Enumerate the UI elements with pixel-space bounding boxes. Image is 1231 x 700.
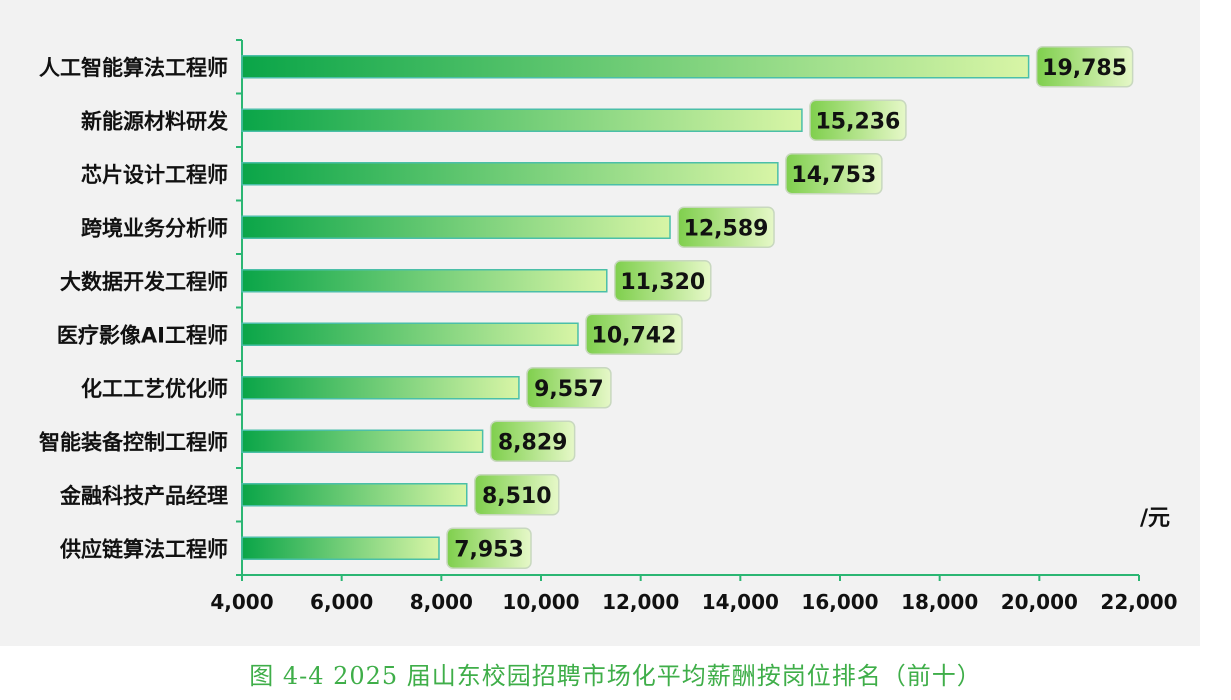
x-tick-label: 16,000 [801,590,878,614]
bar [241,376,520,400]
x-tick-label: 12,000 [602,590,679,614]
bar [241,108,803,132]
x-tick-label: 14,000 [702,590,779,614]
bar [241,429,484,453]
category-label: 大数据开发工程师 [60,270,228,294]
category-label: 医疗影像AI工程师 [57,323,228,347]
value-label: 9,557 [534,377,604,402]
value-label-box [1035,46,1134,88]
value-label-box [446,527,532,569]
x-tick-label: 18,000 [901,590,978,614]
value-label-box [785,153,883,195]
category-label: 供应链算法工程师 [59,537,228,561]
value-label: 11,320 [620,270,705,295]
category-label: 跨境业务分析师 [81,216,228,240]
value-label: 8,510 [482,484,552,509]
salary-bar-chart: 4,000 6,000 8,000 10,000 12,000 14,000 16,000 1… [39,39,1178,614]
x-tick-label: 4,000 [210,590,273,614]
bar [241,215,671,239]
value-label-box [526,367,612,409]
category-label: 新能源材料研发 [81,109,229,133]
value-label: 19,785 [1042,56,1127,81]
bar [241,269,608,293]
bar [241,322,579,346]
bar [241,162,779,186]
value-label: 14,753 [791,163,876,188]
value-label: 15,236 [815,109,900,134]
category-label: 智能装备控制工程师 [39,430,228,454]
unit-label: /元 [1140,506,1170,531]
x-tick-label: 20,000 [1001,590,1078,614]
value-label: 8,829 [498,430,568,455]
value-label-box [489,420,576,462]
category-label: 化工工艺优化师 [81,377,228,401]
value-label-box [473,474,560,516]
chart-panel: 4,000 6,000 8,000 10,000 12,000 14,000 16,000 1… [0,0,1200,646]
figure-caption: 图 4-4 2025 届山东校园招聘市场化平均薪酬按岗位排名（前十） [249,662,982,690]
bar [241,55,1030,79]
category-label: 芯片设计工程师 [81,163,228,187]
value-label-box [614,260,712,302]
value-label-box [585,313,683,355]
bar [241,536,440,560]
x-tick-label: 6,000 [310,590,373,614]
value-label-box [677,206,775,248]
x-tick-label: 22,000 [1100,590,1177,614]
x-tick-label: 10,000 [502,590,579,614]
value-label: 10,742 [592,323,677,348]
value-label: 12,589 [684,216,769,241]
value-label: 7,953 [454,537,524,562]
category-label: 金融科技产品经理 [59,484,228,508]
value-label-box [809,99,907,141]
category-label: 人工智能算法工程师 [39,56,228,80]
bar [241,483,468,507]
x-tick-label: 8,000 [410,590,473,614]
